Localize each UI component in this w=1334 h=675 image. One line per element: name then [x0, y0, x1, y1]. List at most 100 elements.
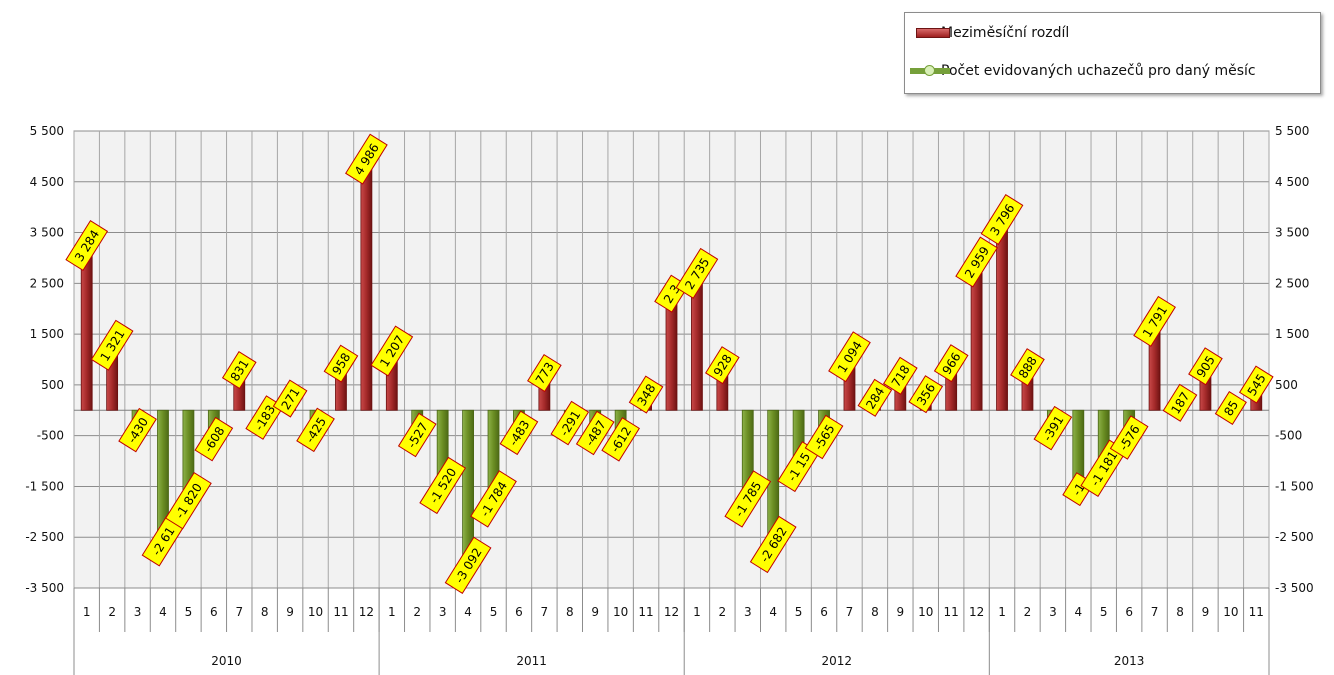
y-tick-label-left: -500 [37, 429, 64, 443]
month-tick-label: 9 [897, 605, 905, 619]
data-label-box [882, 356, 918, 395]
year-tick-label: 2011 [516, 654, 547, 668]
month-tick-label: 4 [769, 605, 777, 619]
month-tick-label: 3 [1049, 605, 1057, 619]
data-label-box [323, 344, 359, 383]
y-tick-label-right: 500 [1275, 378, 1298, 392]
data-label-box [828, 331, 871, 383]
data-label-box [1162, 383, 1198, 422]
month-tick-label: 6 [1125, 605, 1133, 619]
y-tick-label-left: 3 500 [30, 226, 64, 240]
legend-label: Počet evidovaných uchazečů pro daný měsí… [941, 63, 1256, 79]
data-label-box [1109, 415, 1149, 460]
y-tick-label-left: -2 500 [25, 530, 64, 544]
month-tick-label: 3 [744, 605, 752, 619]
y-tick-label-left: 1 500 [30, 327, 64, 341]
data-label-box [804, 414, 844, 460]
month-tick-label: 2 [108, 605, 116, 619]
month-tick-label: 7 [235, 605, 243, 619]
month-tick-label: 5 [1100, 605, 1108, 619]
data-label: 4 986 [345, 133, 388, 185]
data-label-box [296, 407, 335, 453]
month-tick-label: 11 [1249, 605, 1264, 619]
year-tick-label: 2013 [1114, 654, 1145, 668]
legend-bar-swatch [916, 28, 950, 38]
data-label-box [1010, 348, 1045, 387]
data-label-box [419, 456, 467, 515]
data-label-box [65, 220, 109, 272]
y-tick-label-right: -2 500 [1275, 530, 1314, 544]
data-label-box [444, 536, 492, 594]
data-label-box [165, 471, 212, 530]
y-tick-label-right: -500 [1275, 429, 1302, 443]
data-label: 348 [628, 375, 664, 414]
y-tick-label-left: 5 500 [30, 124, 64, 138]
data-label-box [221, 351, 257, 390]
month-tick-label: 1 [388, 605, 396, 619]
data-label-box [628, 375, 664, 414]
data-label-box [933, 344, 969, 383]
data-label-box [345, 133, 388, 185]
month-tick-label: 3 [134, 605, 142, 619]
month-tick-label: 12 [969, 605, 984, 619]
month-tick-label: 6 [515, 605, 523, 619]
data-label-box [470, 470, 517, 528]
data-label-box [749, 515, 797, 574]
month-tick-label: 11 [944, 605, 959, 619]
y-tick-label-left: -1 500 [25, 479, 64, 493]
data-label-box [118, 407, 157, 453]
month-tick-label: 12 [664, 605, 679, 619]
data-label-box [527, 353, 562, 393]
month-tick-label: 3 [439, 605, 447, 619]
y-tick-label-right: 1 500 [1275, 327, 1309, 341]
data-label: -487 [575, 410, 615, 456]
month-tick-label: 1 [998, 605, 1006, 619]
y-tick-label-right: -3 500 [1275, 581, 1314, 595]
data-label: -391 [1033, 405, 1073, 451]
legend-label: Meziměsíční rozdíl [941, 25, 1070, 41]
month-tick-label: 10 [613, 605, 628, 619]
month-tick-label: 2 [1024, 605, 1032, 619]
month-tick-label: 7 [541, 605, 549, 619]
y-tick-label-right: 5 500 [1275, 124, 1309, 138]
month-tick-label: 4 [1074, 605, 1082, 619]
month-tick-label: 1 [83, 605, 91, 619]
month-tick-label: 6 [210, 605, 218, 619]
month-tick-label: 8 [1176, 605, 1184, 619]
y-tick-label-left: 2 500 [30, 276, 64, 290]
data-label-box [90, 319, 134, 371]
data-label-box [675, 247, 719, 299]
month-tick-label: 9 [286, 605, 294, 619]
data-label-box [397, 412, 437, 458]
legend-item-bar: Meziměsíční rozdíl [916, 22, 1070, 44]
data-label-box [575, 410, 615, 456]
month-tick-label: 5 [795, 605, 803, 619]
month-tick-label: 2 [413, 605, 421, 619]
month-tick-label: 2 [719, 605, 727, 619]
month-tick-label: 10 [1223, 605, 1238, 619]
axes: 5 500 5 500 4 500 4 500 3 500 3 500 2 500 2 500… [25, 124, 1314, 675]
month-tick-label: 9 [591, 605, 599, 619]
month-tick-label: 5 [490, 605, 498, 619]
data-label-box [705, 346, 740, 385]
data-label-box [601, 417, 640, 462]
data-label-box [1133, 295, 1176, 347]
y-tick-label-right: 4 500 [1275, 175, 1309, 189]
data-label-box [550, 400, 590, 446]
y-tick-label-right: 3 500 [1275, 226, 1309, 240]
month-tick-label: 7 [1151, 605, 1159, 619]
legend-line-marker [924, 65, 935, 76]
bar [360, 156, 373, 411]
data-label-box [908, 375, 944, 414]
data-label-box [499, 410, 539, 456]
data-label-box [724, 470, 772, 528]
year-tick-label: 2010 [211, 654, 242, 668]
month-tick-label: 8 [566, 605, 574, 619]
data-label-box [194, 416, 234, 462]
month-tick-label: 4 [159, 605, 167, 619]
month-tick-label: 12 [359, 605, 374, 619]
y-tick-label-left: 500 [41, 378, 64, 392]
data-label-box [1214, 390, 1247, 425]
